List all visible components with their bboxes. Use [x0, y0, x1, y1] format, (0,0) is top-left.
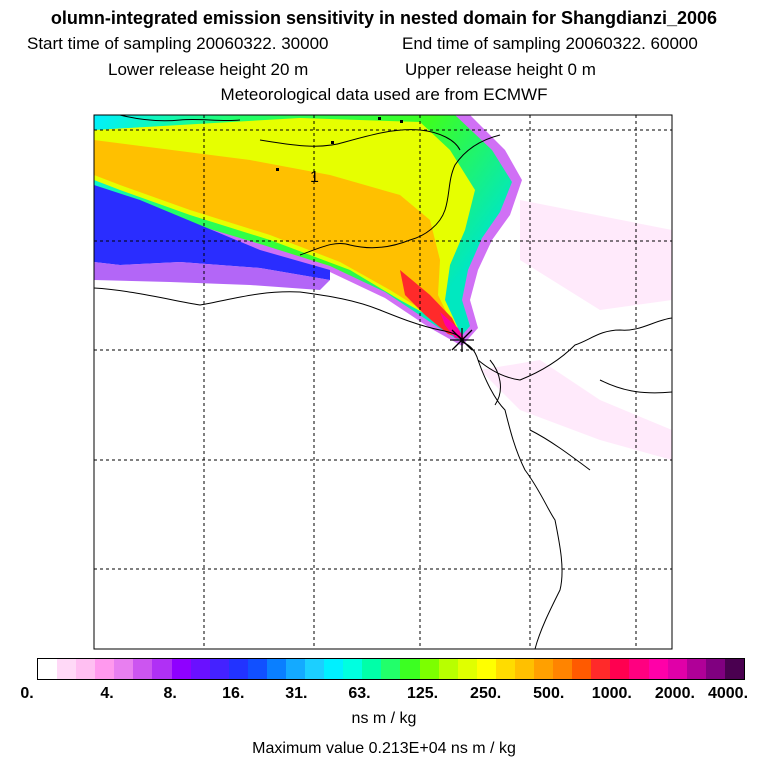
- colorbar-tick-label: 0.: [20, 685, 34, 702]
- colorbar-cell: [76, 659, 96, 679]
- site-marker: [450, 328, 474, 352]
- colorbar-cell: [343, 659, 363, 679]
- colorbar-tick-label: 31.: [285, 685, 308, 702]
- colorbar-cell: [724, 659, 744, 679]
- colorbar-tick-label: 1000.: [591, 685, 632, 702]
- colorbar-cell: [209, 659, 229, 679]
- colorbar-tick-label: 250.: [470, 685, 502, 702]
- colorbar-cell: [686, 659, 706, 679]
- colorbar-cell: [648, 659, 668, 679]
- colorbar-cell: [362, 659, 382, 679]
- colorbar-cell: [171, 659, 191, 679]
- colorbar-cell: [57, 659, 77, 679]
- colorbar-units: ns m / kg: [351, 710, 417, 727]
- colorbar-cell: [476, 659, 496, 679]
- map-title: olumn-integrated emission sensitivity in…: [50, 8, 718, 28]
- colorbar-cell: [114, 659, 134, 679]
- colorbar-cell: [667, 659, 687, 679]
- colorbar-cell: [419, 659, 439, 679]
- colorbar-cell: [381, 659, 401, 679]
- colorbar-cell: [495, 659, 515, 679]
- end-time-label: End time of sampling 20060322. 60000: [402, 34, 698, 53]
- colorbar-tick-label: 8.: [163, 685, 177, 702]
- colorbar-cell: [514, 659, 535, 679]
- colorbar-cell: [152, 659, 172, 679]
- plume-blue-west: [94, 185, 330, 280]
- colorbar-cell: [38, 659, 58, 679]
- colorbar-cell: [266, 659, 287, 679]
- colorbar-cell: [228, 659, 248, 679]
- colorbar-cell: [629, 659, 649, 679]
- plume-orange-core: [94, 140, 455, 330]
- plume-violet-west: [94, 262, 330, 290]
- colorbar-tick-label: 2000.: [654, 685, 695, 702]
- plume-magenta-core: [440, 312, 465, 340]
- colorbar-cell: [400, 659, 420, 679]
- met-data-label: Meteorological data used are from ECMWF: [220, 85, 548, 104]
- city-markers: [276, 117, 403, 171]
- colorbar-cell: [324, 659, 344, 679]
- plume-faint-east: [480, 200, 672, 460]
- colorbar-tick-label: 63.: [348, 685, 371, 702]
- colorbar-cell: [591, 659, 611, 679]
- colorbar-tick-label: 4.: [100, 685, 114, 702]
- lower-release-label: Lower release height 20 m: [108, 60, 309, 79]
- upper-release-label: Upper release height 0 m: [405, 60, 596, 79]
- colorbar-cell: [553, 659, 573, 679]
- colorbar-cell: [133, 659, 153, 679]
- colorbar-cell: [572, 659, 592, 679]
- colorbar-cell: [286, 659, 306, 679]
- colorbar-cell: [95, 659, 115, 679]
- map-gridlines: [94, 115, 672, 649]
- colorbar-cell: [190, 659, 210, 679]
- max-value-label: Maximum value 0.213E+04 ns m / kg: [252, 740, 516, 757]
- colorbar-cell: [534, 659, 554, 679]
- colorbar-cell: [305, 659, 325, 679]
- colorbar: [37, 658, 745, 680]
- colorbar-cell: [247, 659, 267, 679]
- colorbar-tick-label: 500.: [533, 685, 565, 702]
- colorbar-tick-label: 125.: [406, 685, 439, 702]
- colorbar-cell: [610, 659, 630, 679]
- colorbar-cell: [457, 659, 477, 679]
- colorbar-cell: [438, 659, 458, 679]
- colorbar-cell: [705, 659, 725, 679]
- map-frame: [93, 114, 673, 650]
- coastline: [94, 115, 672, 649]
- start-time-label: Start time of sampling 20060322. 30000: [27, 34, 329, 53]
- colorbar-tick-label: 16.: [222, 685, 245, 702]
- domain-id-label: 1: [310, 169, 319, 186]
- colorbar-tick-label: 4000.: [707, 685, 749, 702]
